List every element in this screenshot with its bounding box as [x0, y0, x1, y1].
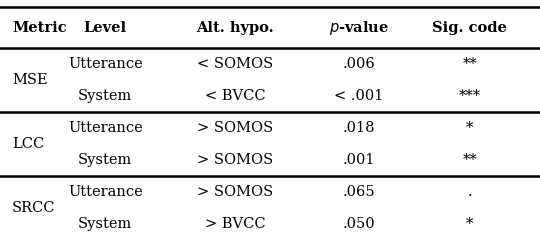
Text: System: System	[78, 217, 132, 231]
Text: ***: ***	[459, 89, 481, 103]
Text: > SOMOS: > SOMOS	[197, 121, 273, 135]
Text: System: System	[78, 89, 132, 103]
Text: .001: .001	[343, 153, 375, 167]
Text: Utterance: Utterance	[68, 57, 143, 71]
Text: Utterance: Utterance	[68, 121, 143, 135]
Text: .065: .065	[343, 185, 375, 199]
Text: Level: Level	[84, 21, 127, 35]
Text: System: System	[78, 153, 132, 167]
Text: .006: .006	[343, 57, 375, 71]
Text: < SOMOS: < SOMOS	[197, 57, 273, 71]
Text: **: **	[462, 153, 477, 167]
Text: < BVCC: < BVCC	[205, 89, 265, 103]
Text: Alt. hypo.: Alt. hypo.	[196, 21, 274, 35]
Text: MSE: MSE	[12, 73, 48, 87]
Text: Utterance: Utterance	[68, 185, 143, 199]
Text: > BVCC: > BVCC	[205, 217, 265, 231]
Text: > SOMOS: > SOMOS	[197, 153, 273, 167]
Text: $p$-value: $p$-value	[329, 19, 389, 37]
Text: **: **	[462, 57, 477, 71]
Text: Sig. code: Sig. code	[433, 21, 507, 35]
Text: LCC: LCC	[12, 137, 44, 151]
Text: > SOMOS: > SOMOS	[197, 185, 273, 199]
Text: SRCC: SRCC	[12, 201, 56, 215]
Text: .: .	[468, 185, 472, 199]
Text: Metric: Metric	[12, 21, 66, 35]
Text: .018: .018	[343, 121, 375, 135]
Text: *: *	[466, 217, 474, 231]
Text: *: *	[466, 121, 474, 135]
Text: .050: .050	[343, 217, 375, 231]
Text: < .001: < .001	[334, 89, 384, 103]
